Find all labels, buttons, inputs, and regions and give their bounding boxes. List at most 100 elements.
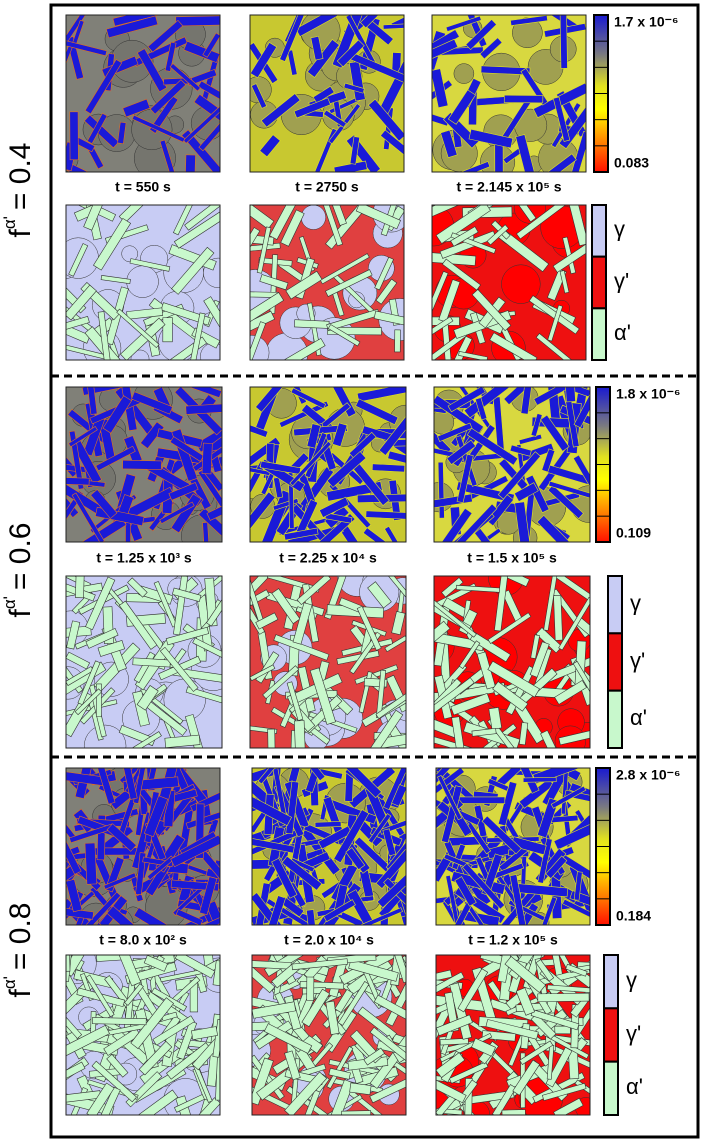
needle <box>250 205 275 230</box>
needle <box>328 1067 351 1080</box>
needle <box>175 908 204 925</box>
panel-border <box>65 204 221 361</box>
needle <box>463 387 514 419</box>
needle <box>535 959 555 982</box>
needle <box>306 976 315 1001</box>
needle <box>552 240 586 273</box>
colorbar-min: 0.184 <box>616 908 651 924</box>
needle <box>312 513 356 542</box>
needle <box>485 1019 539 1040</box>
needle <box>465 19 497 51</box>
legend-label: α' <box>630 705 647 730</box>
needle <box>259 274 289 291</box>
needle <box>327 324 361 347</box>
needle <box>103 1027 141 1056</box>
needle <box>497 451 541 500</box>
needle <box>159 646 199 692</box>
colorbar-min: 0.083 <box>614 155 649 171</box>
needle <box>436 971 465 1003</box>
needle <box>512 1059 541 1096</box>
legend-label: γ <box>630 590 641 615</box>
needle <box>191 1026 218 1041</box>
needle <box>273 476 284 499</box>
needle <box>540 414 570 452</box>
needle <box>348 431 377 459</box>
needle <box>374 256 394 291</box>
colorbar-max: 1.7 x 10⁻⁶ <box>614 14 678 30</box>
needle <box>545 1046 573 1088</box>
needle <box>252 792 292 827</box>
needle <box>326 1046 354 1089</box>
panel-border <box>65 954 221 1116</box>
needle <box>280 209 305 247</box>
needle <box>367 813 392 844</box>
needle <box>292 602 313 645</box>
needle <box>303 1089 321 1115</box>
needle <box>533 387 588 406</box>
needle <box>102 395 133 434</box>
needle <box>317 825 353 850</box>
needle <box>375 278 398 305</box>
needle <box>432 38 459 64</box>
needle <box>441 258 481 291</box>
needle <box>514 501 531 542</box>
needle <box>82 891 122 925</box>
needle <box>130 997 174 1050</box>
needle <box>138 1040 173 1076</box>
needle <box>447 387 486 413</box>
needle <box>252 1021 270 1032</box>
needle <box>294 319 330 329</box>
needle <box>197 469 222 520</box>
needle <box>280 337 326 360</box>
needle <box>436 1077 467 1104</box>
legend-swatch <box>603 954 619 1010</box>
needle <box>168 482 199 501</box>
needle <box>212 1019 220 1058</box>
needle <box>212 960 220 987</box>
needle <box>97 640 126 657</box>
needle <box>532 82 586 119</box>
needle <box>181 129 220 172</box>
needle <box>250 242 281 254</box>
needle <box>293 97 331 119</box>
needle <box>445 874 462 925</box>
needle <box>147 19 184 53</box>
needle <box>171 587 202 603</box>
needle <box>319 253 370 285</box>
panel-border <box>431 204 587 361</box>
needle <box>547 984 590 994</box>
needle <box>436 1014 473 1037</box>
needle <box>458 640 481 669</box>
needle <box>312 85 335 104</box>
needle <box>535 333 583 360</box>
needle <box>516 205 566 240</box>
needle <box>95 445 136 472</box>
needle <box>450 503 498 542</box>
legend-label: γ' <box>630 648 645 673</box>
needle <box>143 795 169 838</box>
needle <box>540 730 557 748</box>
time-label: t = 2750 s <box>295 179 359 195</box>
needle <box>492 681 529 712</box>
needle <box>122 768 138 800</box>
needle <box>291 958 348 971</box>
needle <box>193 93 220 135</box>
needle <box>434 677 475 714</box>
needle <box>341 1110 372 1115</box>
needle <box>553 595 563 641</box>
needle <box>336 39 365 68</box>
grain <box>126 265 159 298</box>
needle <box>362 709 404 748</box>
needle <box>255 387 290 413</box>
needle <box>259 134 281 158</box>
needle <box>90 489 118 519</box>
needle <box>318 496 350 518</box>
phase-map <box>66 955 220 1115</box>
needle <box>198 507 222 542</box>
needle <box>69 111 79 161</box>
colorbar-max: 2.8 x 10⁻⁶ <box>616 767 680 783</box>
needle <box>434 598 477 638</box>
needle <box>440 129 458 158</box>
needle <box>349 136 360 165</box>
